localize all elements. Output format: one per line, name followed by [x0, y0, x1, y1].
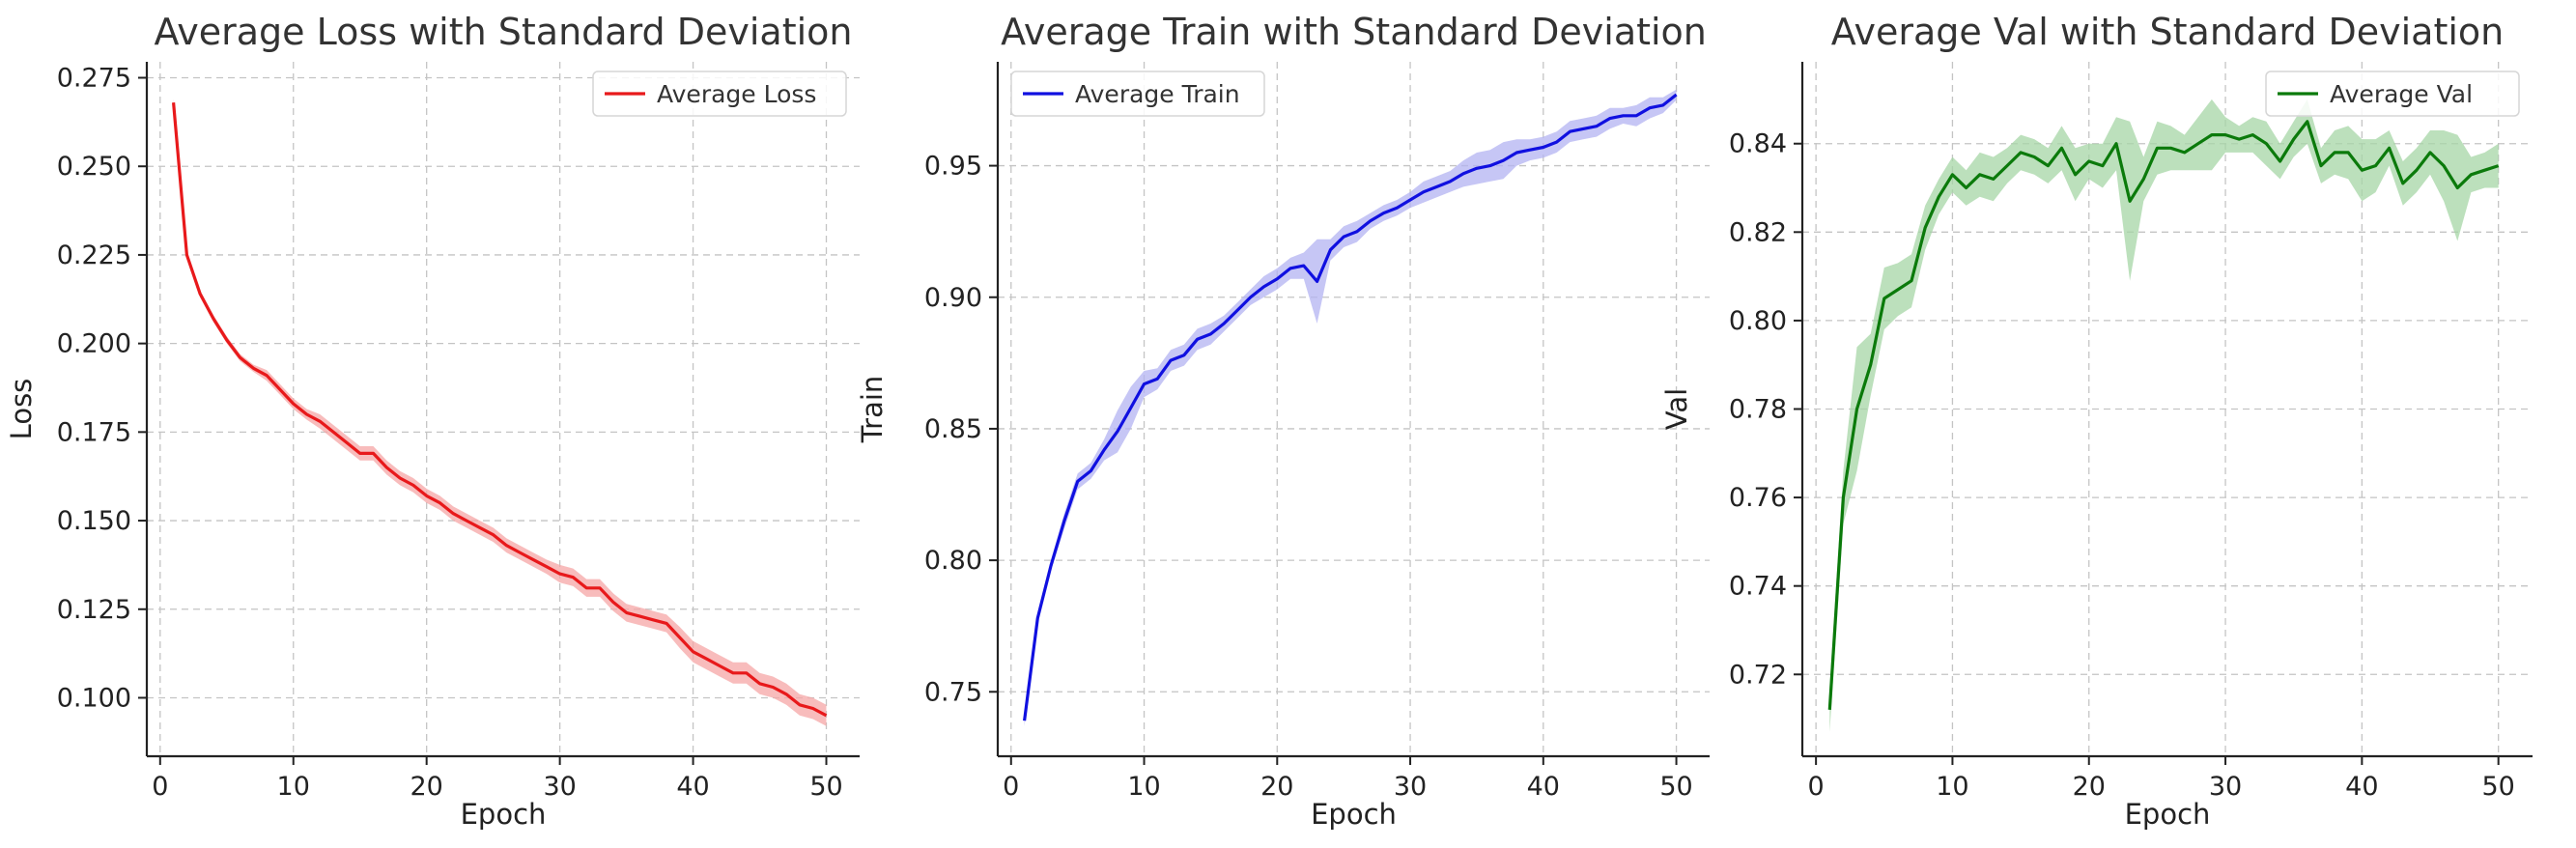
legend-entry: Average Loss — [657, 80, 816, 108]
y-tick-label: 0.150 — [57, 506, 131, 536]
y-tick-label: 0.275 — [57, 64, 131, 94]
y-axis-label: Val — [1660, 388, 1693, 430]
x-tick-label: 20 — [410, 772, 443, 802]
y-tick-label: 0.125 — [57, 595, 131, 625]
y-tick-label: 0.76 — [1729, 483, 1787, 513]
x-tick-label: 30 — [543, 772, 576, 802]
legend-entry: Average Train — [1075, 80, 1240, 108]
x-tick-label: 20 — [2073, 772, 2106, 802]
std-band-average-train — [1024, 89, 1677, 726]
std-band-average-loss — [173, 99, 827, 726]
legend-box — [1010, 71, 1265, 117]
y-tick-label: 0.82 — [1729, 217, 1787, 247]
x-tick-label: 30 — [1394, 772, 1427, 802]
x-tick-label: 20 — [1260, 772, 1293, 802]
legend-entry: Average Val — [2330, 80, 2473, 108]
std-band-average-val — [1829, 99, 2499, 732]
chart-title: Average Loss with Standard Deviation — [155, 11, 853, 53]
series-line-average-val — [1827, 120, 2500, 711]
y-tick-label: 0.78 — [1729, 395, 1787, 425]
y-tick-label: 0.85 — [924, 414, 982, 444]
y-tick-label: 0.80 — [1729, 306, 1787, 336]
chart-panel-1: 0 10 20 30 40 50 0.100 0.125 0.150 0.175 0.200 0.22… — [5, 11, 860, 831]
x-tick-label: 50 — [2481, 772, 2514, 802]
y-tick-label: 0.72 — [1729, 660, 1787, 690]
x-tick-label: 0 — [1003, 772, 1019, 802]
y-tick-label: 0.100 — [57, 683, 131, 713]
series-line-average-loss — [172, 102, 828, 718]
x-tick-label: 40 — [676, 772, 709, 802]
y-tick-label: 0.75 — [924, 677, 982, 707]
x-axis-label: Epoch — [1311, 798, 1397, 831]
x-tick-label: 0 — [152, 772, 168, 802]
x-tick-label: 10 — [277, 772, 310, 802]
chart-panel-3: 0 10 20 30 40 50 0.72 0.74 0.76 0.78 0.80 0.82 0.84 A… — [1660, 11, 2533, 831]
x-tick-label: 40 — [1527, 772, 1560, 802]
series-line-average-train — [1023, 93, 1678, 721]
legend: Average Loss — [592, 71, 847, 117]
legend: Average Train — [1010, 71, 1265, 117]
y-tick-label: 0.225 — [57, 240, 131, 270]
y-tick-label: 0.84 — [1729, 129, 1787, 159]
x-tick-label: 10 — [1936, 772, 1968, 802]
chart-title: Average Val with Standard Deviation — [1831, 11, 2505, 53]
y-tick-label: 0.200 — [57, 329, 131, 359]
y-tick-label: 0.250 — [57, 152, 131, 182]
y-tick-label: 0.74 — [1729, 572, 1787, 602]
legend: Average Val — [2265, 71, 2520, 117]
chart-title: Average Train with Standard Deviation — [1001, 11, 1707, 53]
y-axis-label: Train — [856, 376, 889, 444]
y-tick-label: 0.175 — [57, 417, 131, 447]
chart-panel-2: 0 10 20 30 40 50 0.75 0.80 0.85 0.90 0.95 Average T… — [856, 11, 1710, 831]
y-tick-label: 0.80 — [924, 546, 982, 576]
y-tick-label: 0.90 — [924, 283, 982, 313]
x-tick-label: 30 — [2209, 772, 2242, 802]
x-tick-label: 10 — [1127, 772, 1160, 802]
x-tick-label: 50 — [809, 772, 842, 802]
x-tick-label: 0 — [1808, 772, 1825, 802]
x-tick-label: 50 — [1659, 772, 1692, 802]
y-axis-label: Loss — [5, 379, 38, 440]
x-axis-label: Epoch — [461, 798, 547, 831]
x-tick-label: 40 — [2345, 772, 2378, 802]
x-axis-label: Epoch — [2125, 798, 2211, 831]
legend-box — [2265, 71, 2520, 117]
y-tick-label: 0.95 — [924, 152, 982, 182]
legend-box — [592, 71, 847, 117]
